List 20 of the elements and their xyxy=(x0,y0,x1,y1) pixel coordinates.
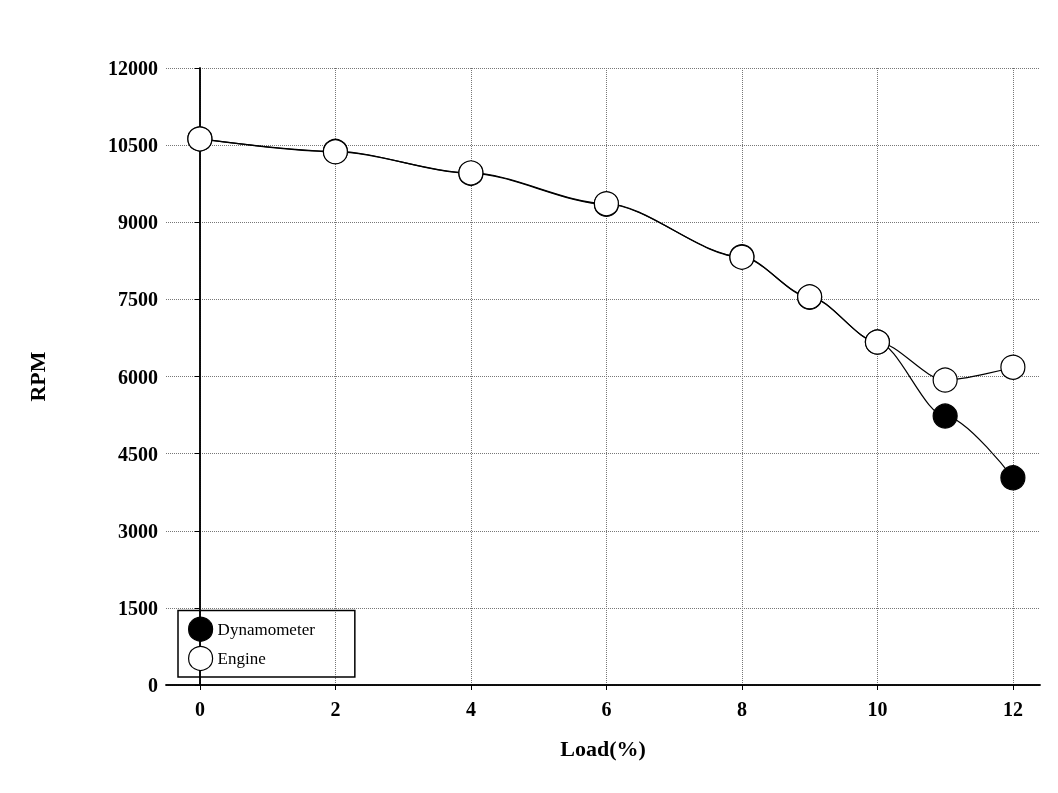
y-tick-label: 9000 xyxy=(118,211,158,234)
y-tick-label: 4500 xyxy=(118,442,158,465)
x-tick-label: 0 xyxy=(194,698,205,720)
y-tick-label: 7500 xyxy=(118,288,158,311)
legend-label: Dynamometer xyxy=(217,619,316,639)
x-tick-label: 12 xyxy=(1002,698,1023,720)
x-axis-title: Load(%) xyxy=(560,735,646,761)
legend-label: Engine xyxy=(217,648,266,668)
x-tick-label: 2 xyxy=(330,698,341,720)
y-tick-label: 3000 xyxy=(118,519,158,542)
x-tick-label: 6 xyxy=(601,698,612,720)
y-tick-label: 1500 xyxy=(118,596,158,619)
x-tick-label: 10 xyxy=(867,698,888,720)
x-tick-label: 4 xyxy=(465,698,476,720)
x-tick-label: 8 xyxy=(736,698,747,720)
y-tick-label: 0 xyxy=(148,674,158,696)
y-axis-title: RPM xyxy=(24,351,50,402)
y-tick-label: 12000 xyxy=(108,57,158,79)
y-tick-label: 6000 xyxy=(118,365,158,388)
y-tick-label: 10500 xyxy=(108,134,158,157)
